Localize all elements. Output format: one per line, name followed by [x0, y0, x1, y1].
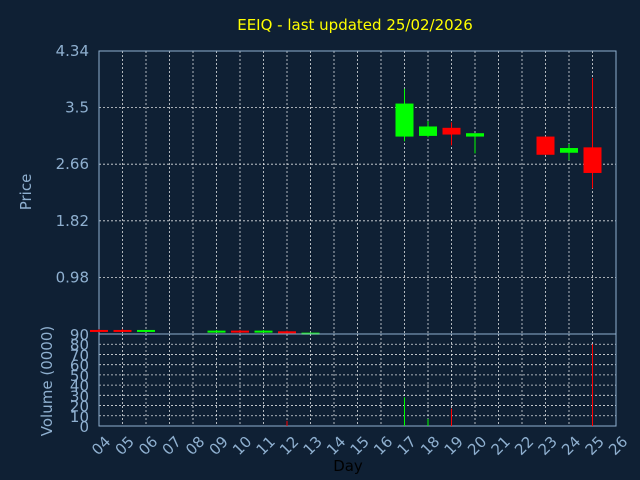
x-tick-04: 04 [88, 433, 114, 459]
price-axis-label: Price [17, 174, 35, 211]
x-axis: 0405060708091011121314151617181920212223… [88, 433, 631, 459]
candle-body-06 [137, 329, 155, 332]
price-tick-1.82: 1.82 [56, 212, 89, 230]
x-axis-label: Day [333, 457, 363, 475]
candle-body-17 [395, 103, 414, 137]
price-tick-2.66: 2.66 [56, 155, 89, 173]
price-tick-0.98: 0.98 [56, 268, 89, 286]
x-tick-13: 13 [300, 433, 326, 459]
x-tick-12: 12 [276, 433, 302, 459]
candle-body-11 [254, 330, 273, 333]
volume-tick-20: 20 [70, 398, 89, 416]
x-tick-22: 22 [511, 433, 537, 459]
volume-tick-40: 40 [70, 377, 89, 395]
price-tick-4.34: 4.34 [56, 42, 89, 60]
x-tick-14: 14 [323, 433, 349, 459]
x-tick-26: 26 [605, 433, 631, 459]
x-tick-23: 23 [535, 433, 561, 459]
volume-tick-10: 10 [70, 408, 89, 426]
volume-tick-80: 80 [70, 336, 89, 354]
candle-body-04 [90, 329, 108, 332]
volume-tick-60: 60 [70, 357, 89, 375]
candle-body-12 [278, 331, 296, 334]
candle-body-24 [560, 148, 578, 153]
candle-body-19 [442, 127, 461, 135]
candle-body-25 [583, 147, 602, 173]
x-tick-15: 15 [347, 433, 373, 459]
volume-tick-70: 70 [70, 346, 89, 364]
candle-body-05 [113, 329, 132, 332]
x-tick-25: 25 [582, 433, 608, 459]
x-tick-06: 06 [135, 433, 161, 459]
volume-tick-50: 50 [70, 367, 89, 385]
x-tick-11: 11 [253, 433, 279, 459]
x-tick-21: 21 [488, 433, 514, 459]
candle-body-23 [536, 136, 555, 155]
volume-frame [98, 333, 617, 427]
volume-axis-label: Volume (0000) [38, 326, 56, 436]
x-tick-20: 20 [464, 433, 490, 459]
volume-tick-90: 90 [70, 326, 89, 344]
x-tick-19: 19 [441, 433, 467, 459]
candle-body-09 [207, 330, 226, 333]
volume-tick-30: 30 [70, 387, 89, 405]
chart-title: EEIQ - last updated 25/02/2026 [237, 16, 473, 34]
x-tick-05: 05 [112, 433, 138, 459]
x-tick-16: 16 [370, 433, 396, 459]
x-tick-17: 17 [394, 433, 420, 459]
candle-body-18 [419, 126, 437, 136]
x-tick-18: 18 [417, 433, 443, 459]
x-tick-10: 10 [229, 433, 255, 459]
candle-body-20 [466, 133, 484, 137]
price-tick-3.5: 3.5 [65, 99, 89, 117]
x-tick-07: 07 [159, 433, 185, 459]
x-tick-08: 08 [182, 433, 208, 459]
candle-body-10 [231, 330, 249, 333]
x-tick-09: 09 [206, 433, 232, 459]
price-panel: 4.34 3.5 2.66 1.82 0.98 [56, 42, 617, 335]
x-tick-24: 24 [558, 433, 584, 459]
volume-tick-0: 0 [79, 418, 89, 436]
